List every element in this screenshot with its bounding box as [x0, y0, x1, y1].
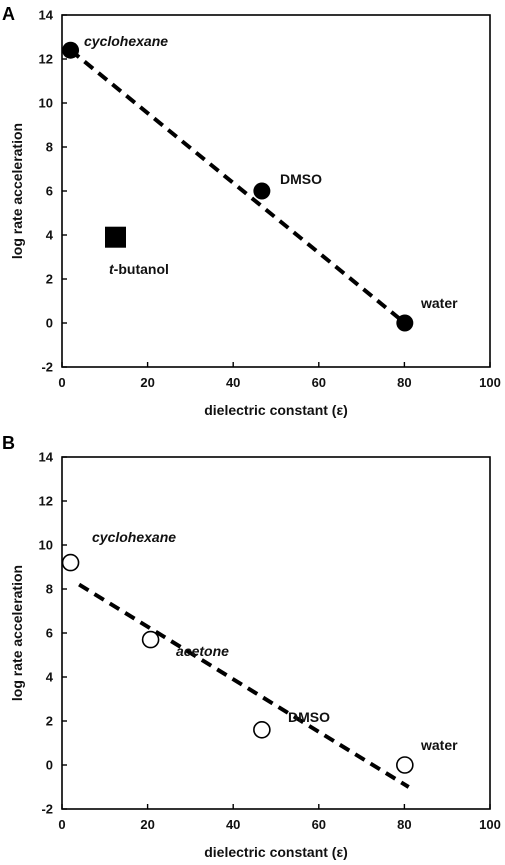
panel-b-y-tick-label: 8: [46, 582, 53, 597]
panel-b-y-ticks: -2 0 2 4 6 8 10 12 14: [39, 450, 67, 817]
panel-b-point-water: [396, 756, 414, 774]
panel-b-x-ticks: 0 20 40 60 80 100: [58, 804, 501, 832]
panel-b-y-tick-label: 2: [46, 714, 53, 729]
panel-a-y-tick-label: -2: [41, 360, 53, 375]
panel-a-x-ticks: 0 20 40 60 80 100: [58, 362, 501, 390]
panel-b-x-tick-label: 80: [397, 817, 411, 832]
panel-a-x-tick-label: 20: [140, 375, 154, 390]
panel-a-y-tick-label: 12: [39, 52, 53, 67]
panel-b-x-tick-label: 60: [312, 817, 326, 832]
panel-b-y-tick-label: 14: [39, 450, 54, 465]
panel-a-data-points: [62, 41, 414, 332]
panel-a: A -2 0 2 4 6 8 10 12 14 0 20 40 60 80 100 log rate ac…: [2, 4, 501, 418]
panel-a-y-tick-label: 8: [46, 140, 53, 155]
panel-a-y-axis-label: log rate acceleration: [9, 123, 25, 259]
panel-a-x-tick-label: 80: [397, 375, 411, 390]
panel-a-x-tick-label: 40: [226, 375, 240, 390]
panel-b-y-tick-label: 4: [46, 670, 54, 685]
panel-b-label-water: water: [420, 737, 458, 753]
panel-b-y-tick-label: 6: [46, 626, 53, 641]
panel-a-label-dmso: DMSO: [280, 171, 322, 187]
panel-b-letter: B: [2, 433, 15, 453]
panel-a-fit-line: [69, 48, 407, 325]
panel-b-x-tick-label: 20: [140, 817, 154, 832]
panel-a-x-tick-label: 0: [58, 375, 65, 390]
panel-a-label-t-butanol-rest: -butanol: [114, 261, 169, 277]
panel-a-x-tick-label: 60: [312, 375, 326, 390]
panel-b-point-dmso: [253, 720, 271, 739]
panel-a-y-ticks: -2 0 2 4 6 8 10 12 14: [39, 8, 67, 375]
panel-b-x-tick-label: 40: [226, 817, 240, 832]
panel-a-point-cyclohexane: [62, 41, 80, 59]
panel-a-point-dmso: [253, 182, 271, 200]
panel-a-label-water: water: [420, 295, 458, 311]
panel-b: B -2 0 2 4 6 8 10 12 14 0 20 40 60 80 100 log rate ac…: [2, 433, 501, 860]
panel-b-x-tick-label: 100: [479, 817, 501, 832]
panel-a-label-t-butanol: t-butanol: [109, 261, 169, 277]
panel-b-data-points: [61, 553, 414, 774]
panel-a-y-tick-label: 6: [46, 184, 53, 199]
panel-b-y-tick-label: -2: [41, 802, 53, 817]
panel-a-y-tick-label: 2: [46, 272, 53, 287]
panel-b-plot-frame: [61, 456, 491, 810]
panel-a-x-tick-label: 100: [479, 375, 501, 390]
panel-b-x-axis-label: dielectric constant (ε): [204, 844, 348, 860]
panel-a-y-tick-label: 14: [39, 8, 54, 23]
panel-b-point-acetone: [141, 630, 160, 649]
panel-a-y-tick-label: 4: [46, 228, 54, 243]
panel-a-x-axis-label: dielectric constant (ε): [204, 402, 348, 418]
panel-a-point-t-butanol: [105, 226, 126, 248]
panel-b-y-axis-label: log rate acceleration: [9, 565, 25, 701]
panel-a-label-cyclohexane: cyclohexane: [84, 33, 168, 49]
panel-a-point-water: [396, 314, 414, 332]
panel-b-x-tick-label: 0: [58, 817, 65, 832]
panel-a-plot-frame: [61, 14, 491, 368]
panel-b-fit-line: [78, 582, 410, 789]
panel-b-label-acetone: acetone: [176, 643, 229, 659]
panel-a-letter: A: [2, 4, 15, 24]
panel-b-label-dmso: DMSO: [288, 709, 330, 725]
panel-a-label-t-butanol-italic: t: [109, 261, 115, 277]
panel-b-label-cyclohexane: cyclohexane: [92, 529, 176, 545]
panel-b-point-cyclohexane: [61, 553, 80, 572]
panel-b-y-tick-label: 0: [46, 758, 53, 773]
panel-b-y-tick-label: 10: [39, 538, 53, 553]
panel-a-y-tick-label: 0: [46, 316, 53, 331]
panel-a-y-tick-label: 10: [39, 96, 53, 111]
panel-b-y-tick-label: 12: [39, 494, 53, 509]
